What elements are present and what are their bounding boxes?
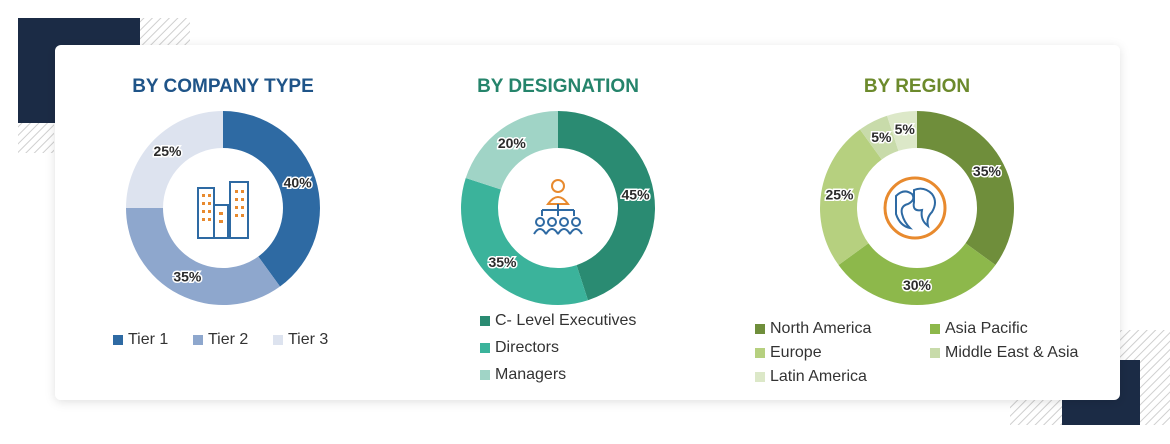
legend-swatch (480, 370, 490, 380)
data-label: 20% (498, 135, 527, 151)
corner-hatch (140, 18, 190, 46)
chart-title: BY DESIGNATION (477, 76, 639, 97)
legend-label: Managers (495, 366, 566, 383)
legend-swatch (755, 348, 765, 358)
donut-slice (558, 111, 655, 301)
legend-swatch (193, 335, 203, 345)
legend-label: Tier 2 (208, 331, 248, 348)
buildings-icon (197, 181, 249, 239)
donut-slice (126, 111, 223, 208)
legend-swatch (480, 316, 490, 326)
donut-slice (461, 178, 588, 305)
data-label: 30% (903, 277, 932, 293)
legend-swatch (930, 348, 940, 358)
legend-label: Tier 3 (288, 331, 328, 348)
legend-swatch (273, 335, 283, 345)
chart-title: BY REGION (864, 76, 970, 97)
charts: 40% 35% 25% Tier 1 Tier 2 Tier 3 45% 35% 20% C- L… (113, 111, 1079, 385)
data-label: 25% (825, 186, 854, 202)
legend-label: Latin America (770, 368, 867, 385)
legend-label: Tier 1 (128, 331, 168, 348)
donut-slice (887, 111, 917, 151)
data-label: 35% (488, 254, 517, 270)
legend-label: Asia Pacific (945, 320, 1028, 337)
legend-swatch (930, 324, 940, 334)
people-icon (533, 179, 583, 235)
legend-label: Europe (770, 344, 822, 361)
card (55, 45, 1120, 400)
donut-slice (465, 111, 558, 190)
data-label: 5% (895, 121, 916, 137)
chart-title: BY COMPANY TYPE (132, 76, 314, 97)
legend-swatch (480, 343, 490, 353)
data-label: 40% (284, 174, 313, 190)
legend-label: Directors (495, 339, 559, 356)
data-label: 35% (973, 163, 1002, 179)
data-label: 5% (871, 129, 892, 145)
legend-swatch (755, 324, 765, 334)
globe-icon (883, 176, 947, 240)
data-label: 35% (173, 269, 202, 285)
corner-hatch (18, 123, 54, 153)
donut-slice (917, 111, 1014, 266)
donut-slice (859, 115, 899, 160)
legend-label: C- Level Executives (495, 312, 636, 329)
legend-label: Middle East & Asia (945, 344, 1079, 361)
legend-swatch (113, 335, 123, 345)
donut-slice (820, 129, 882, 266)
legend-label: North America (770, 320, 871, 337)
data-label: 45% (622, 186, 651, 202)
donut-slice (223, 111, 320, 287)
donut-slice (838, 243, 996, 306)
legend-swatch (755, 372, 765, 382)
data-label: 25% (153, 143, 182, 159)
donut-slice (126, 208, 281, 305)
